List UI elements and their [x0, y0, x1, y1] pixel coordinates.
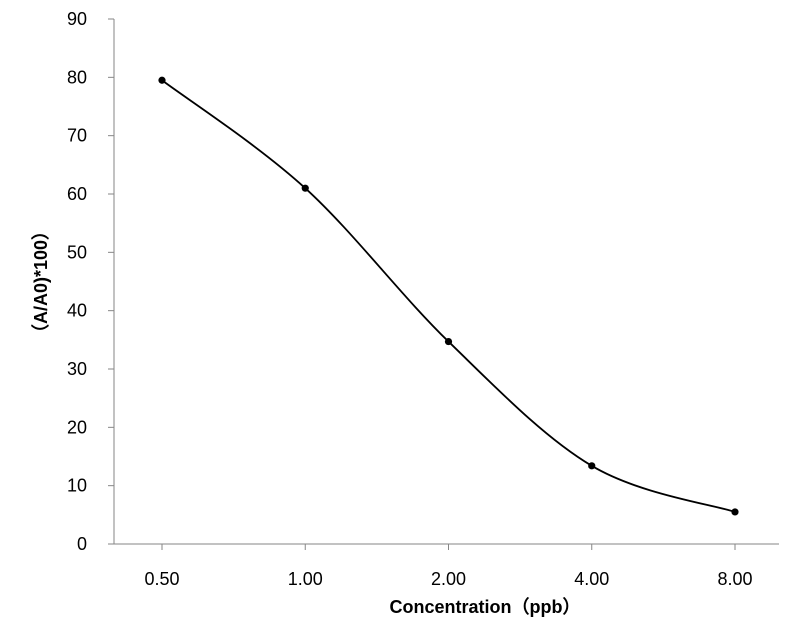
y-tick-label: 90	[67, 9, 87, 29]
y-axis-title: （A/A0)*100）	[31, 222, 51, 342]
y-tick-label: 30	[67, 359, 87, 379]
y-tick-label: 40	[67, 301, 87, 321]
y-tick-label: 0	[77, 534, 87, 554]
y-tick-label: 60	[67, 184, 87, 204]
series	[158, 76, 739, 516]
x-tick-label: 1.00	[288, 569, 323, 589]
y-tick-label: 80	[67, 67, 87, 87]
data-point	[444, 337, 453, 346]
x-axis-title: Concentration（ppb）	[390, 597, 581, 617]
y-tick-label: 20	[67, 417, 87, 437]
y-axis: 0 10 20 30 40 50 60 70 80 90	[67, 9, 115, 554]
x-axis: 0.50 1.00 2.00 4.00 8.00	[114, 543, 779, 589]
x-tick-label: 4.00	[574, 569, 609, 589]
data-point	[158, 76, 166, 84]
data-point	[301, 184, 309, 192]
y-tick-label: 50	[67, 242, 87, 262]
x-tick-label: 0.50	[144, 569, 179, 589]
x-tick-label: 8.00	[717, 569, 752, 589]
y-tick-label: 10	[67, 476, 87, 496]
series-line	[161, 79, 736, 513]
data-point	[588, 462, 596, 470]
data-point	[731, 508, 739, 516]
y-tick-label: 70	[67, 126, 87, 146]
x-tick-label: 2.00	[431, 569, 466, 589]
